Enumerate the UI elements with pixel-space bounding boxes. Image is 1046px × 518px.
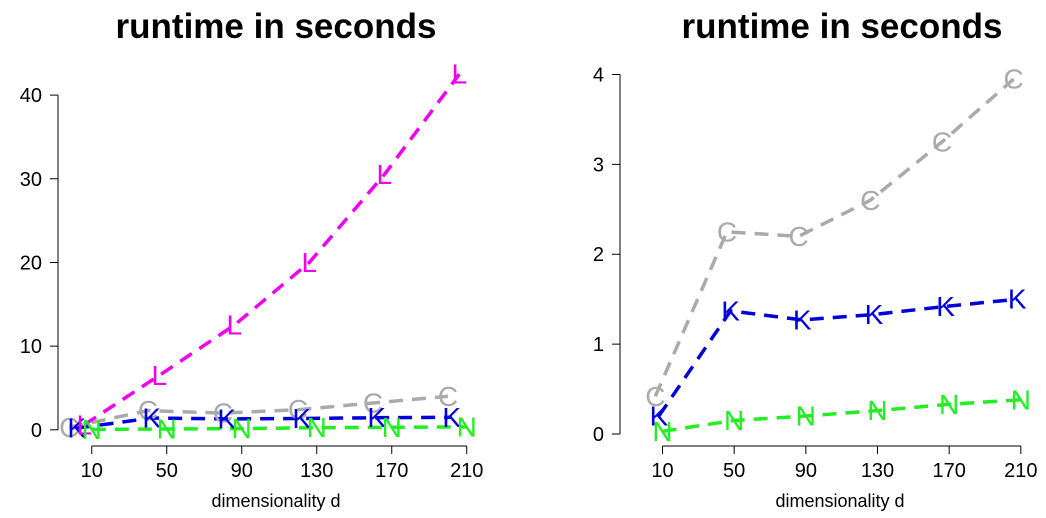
- point-marker-K: K: [367, 402, 386, 433]
- y-tick-label: 10: [20, 336, 42, 358]
- series-line-N: [662, 398, 1021, 434]
- y-tick-label: 3: [593, 154, 604, 176]
- y-tick-label: 2: [593, 244, 604, 266]
- y-tick-label: 4: [593, 64, 604, 86]
- point-marker-L: L: [451, 59, 467, 90]
- x-tick-label: 210: [450, 460, 483, 482]
- point-marker-C: C: [59, 412, 79, 443]
- point-marker-K: K: [442, 402, 461, 433]
- point-marker-N: N: [232, 413, 252, 444]
- point-marker-C: C: [717, 216, 737, 247]
- point-marker-N: N: [382, 412, 402, 443]
- point-marker-C: C: [860, 185, 880, 216]
- x-tick-label: 90: [231, 460, 253, 482]
- point-marker-K: K: [721, 295, 740, 326]
- point-marker-N: N: [82, 414, 102, 445]
- point-marker-N: N: [652, 416, 672, 447]
- point-marker-C: C: [363, 388, 383, 419]
- point-marker-C: C: [1004, 63, 1024, 94]
- point-marker-N: N: [796, 401, 816, 432]
- point-marker-N: N: [457, 411, 477, 442]
- point-marker-L: L: [226, 310, 242, 341]
- x-tick-label: 210: [1004, 460, 1037, 482]
- chart-title: runtime in seconds: [116, 7, 437, 46]
- y-tick-label: 0: [31, 420, 42, 442]
- point-marker-N: N: [307, 412, 327, 443]
- point-marker-N: N: [724, 405, 744, 436]
- x-tick-label: 10: [651, 460, 673, 482]
- x-tick-label: 170: [932, 460, 965, 482]
- point-marker-N: N: [157, 413, 177, 444]
- series-line-K: [657, 297, 1018, 417]
- point-marker-C: C: [288, 394, 308, 425]
- point-marker-K: K: [793, 304, 812, 335]
- point-marker-N: N: [1011, 384, 1031, 415]
- point-marker-K: K: [650, 401, 669, 432]
- y-tick-label: 20: [20, 252, 42, 274]
- x-tick-label: 50: [156, 460, 178, 482]
- point-marker-L: L: [151, 360, 167, 391]
- point-marker-K: K: [865, 299, 884, 330]
- point-marker-C: C: [932, 126, 952, 157]
- y-tick-label: 30: [20, 169, 42, 191]
- point-marker-N: N: [867, 395, 887, 426]
- point-marker-K: K: [936, 291, 955, 322]
- point-marker-N: N: [939, 389, 959, 420]
- point-marker-C: C: [645, 381, 665, 412]
- point-marker-K: K: [67, 413, 86, 444]
- point-marker-K: K: [142, 403, 161, 434]
- point-marker-K: K: [292, 403, 311, 434]
- series-line-N: [91, 425, 467, 432]
- left-chart-panel: runtime in seconds 10 50 90 130 170 210 0 10 20 30…: [20, 7, 484, 511]
- point-marker-L: L: [76, 409, 92, 440]
- y-tick-label: 1: [593, 334, 604, 356]
- point-marker-C: C: [438, 381, 458, 412]
- y-tick-label: 0: [593, 424, 604, 446]
- series-line-L: [83, 73, 461, 427]
- x-tick-label: 130: [300, 460, 333, 482]
- point-marker-L: L: [301, 247, 317, 278]
- x-axis-label: dimensionality d: [775, 491, 904, 511]
- point-marker-L: L: [376, 159, 392, 190]
- right-chart-panel: runtime in seconds 10 50 90 130 170 210 0 1 2 3 4 di…: [593, 7, 1038, 511]
- point-marker-C: C: [138, 395, 158, 426]
- x-tick-label: 50: [723, 460, 745, 482]
- series-line-C: [68, 394, 449, 430]
- x-tick-label: 130: [861, 460, 894, 482]
- point-marker-K: K: [217, 403, 236, 434]
- series-line-C: [653, 77, 1015, 397]
- point-marker-K: K: [1008, 284, 1027, 315]
- x-tick-label: 170: [375, 460, 408, 482]
- point-marker-C: C: [789, 221, 809, 252]
- x-tick-label: 90: [795, 460, 817, 482]
- x-tick-label: 10: [81, 460, 103, 482]
- series-line-K: [76, 415, 452, 430]
- x-axis-label: dimensionality d: [211, 491, 340, 511]
- chart-title: runtime in seconds: [682, 7, 1003, 46]
- point-marker-C: C: [213, 398, 233, 429]
- y-tick-label: 40: [20, 85, 42, 107]
